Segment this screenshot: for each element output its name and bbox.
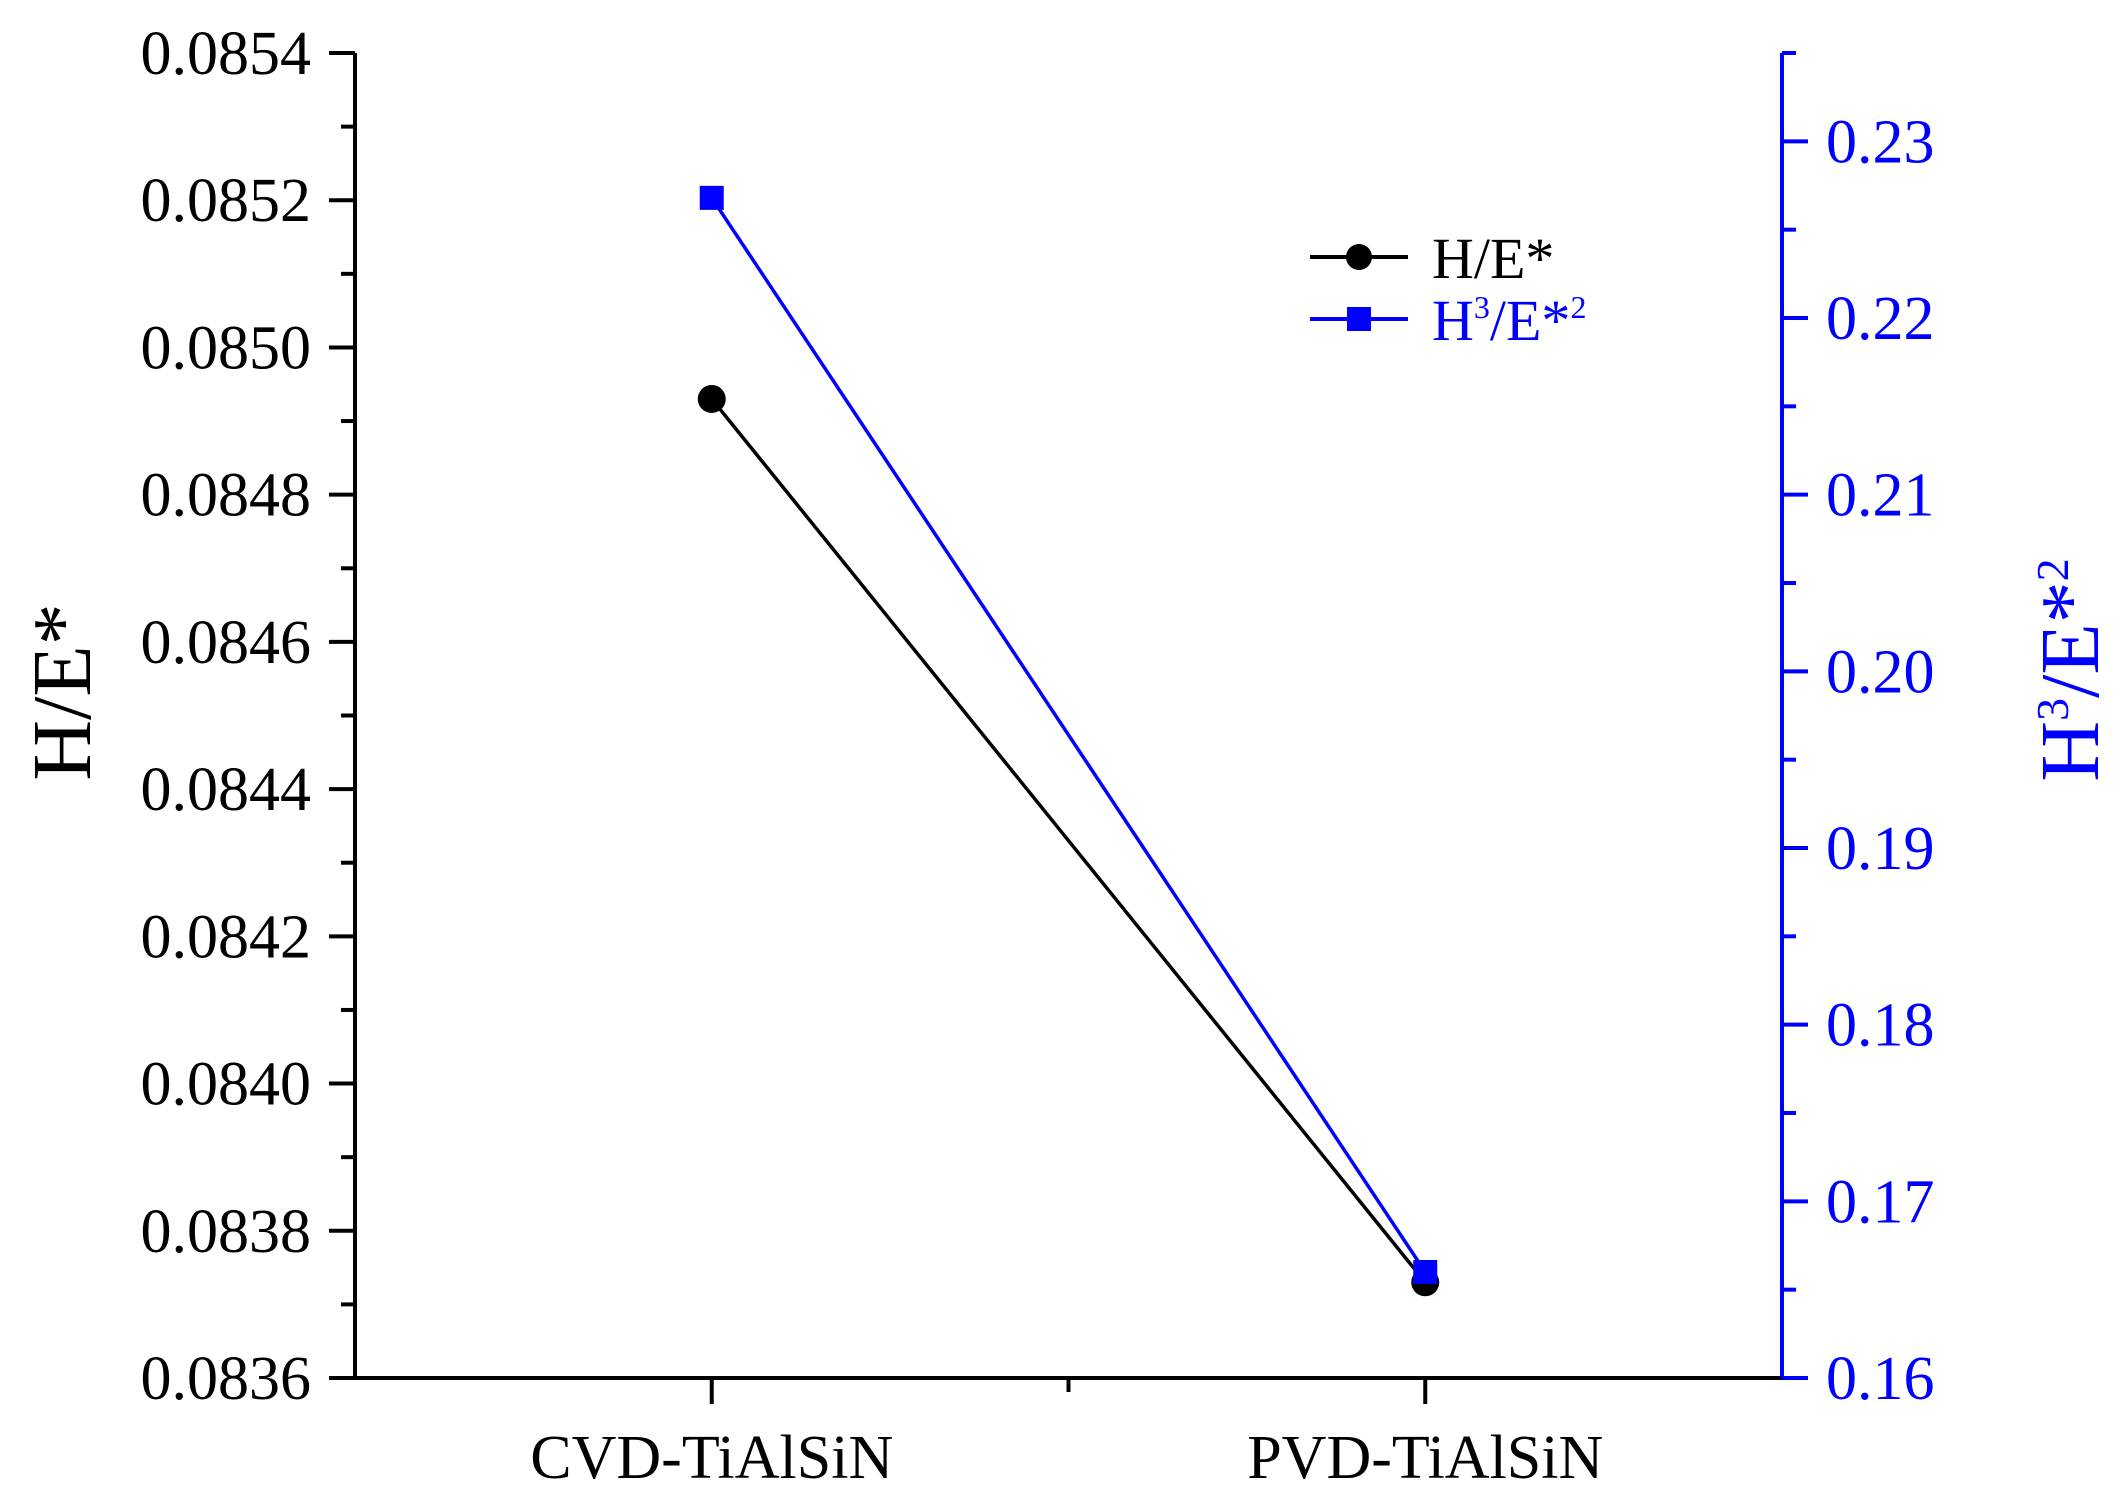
series-line-0 <box>710 397 1427 1284</box>
left-tick-label: 0.0850 <box>141 314 312 382</box>
left-tick-label: 0.0836 <box>141 1345 312 1413</box>
right-tick-label: 0.19 <box>1826 815 1935 883</box>
right-axis-ticks: 0.16 0.17 0.18 0.19 0.20 0.21 0.22 0.23 <box>1782 51 1935 1413</box>
series-0-point-0 <box>697 384 726 413</box>
legend-marker-he <box>1346 244 1372 270</box>
left-tick-label: 0.0846 <box>141 609 312 677</box>
left-tick-label: 0.0838 <box>141 1198 312 1266</box>
left-axis-ticks: 0.0836 0.0838 0.0840 0.0842 0.0844 0.0846 0.08… <box>141 20 355 1413</box>
x-category-label: CVD-TiAlSiN <box>530 1424 893 1492</box>
left-tick-label: 0.0854 <box>141 20 312 88</box>
left-axis-title: H/E* <box>16 603 109 780</box>
series-line-1 <box>710 196 1427 1273</box>
legend-label-h3e2: H3/E*2 <box>1432 288 1586 353</box>
x-category-label: PVD-TiAlSiN <box>1247 1424 1603 1492</box>
right-tick-label: 0.20 <box>1826 638 1935 706</box>
left-tick-label: 0.0842 <box>141 903 312 971</box>
right-axis-title: H3/E*2 <box>2024 558 2117 781</box>
right-tick-label: 0.18 <box>1826 992 1935 1060</box>
right-tick-label: 0.22 <box>1826 285 1935 353</box>
series-1-point-0 <box>699 185 724 210</box>
left-tick-label: 0.0840 <box>141 1051 312 1119</box>
right-tick-label: 0.16 <box>1826 1345 1935 1413</box>
series-lines <box>710 196 1427 1284</box>
series-1-point-1 <box>1413 1260 1438 1284</box>
legend-marker-h3e2 <box>1347 307 1371 331</box>
legend: H/E* H3/E*2 <box>1310 226 1586 353</box>
left-tick-label: 0.0848 <box>141 462 312 530</box>
right-tick-label: 0.17 <box>1826 1168 1935 1236</box>
axes <box>353 53 1784 1380</box>
left-tick-label: 0.0852 <box>141 167 312 235</box>
left-tick-label: 0.0844 <box>141 756 312 824</box>
right-tick-label: 0.23 <box>1826 108 1935 176</box>
x-axis-ticks: CVD-TiAlSiN PVD-TiAlSiN <box>530 1378 1603 1492</box>
right-tick-label: 0.21 <box>1826 462 1935 530</box>
legend-label-he: H/E* <box>1432 226 1554 291</box>
series-markers <box>697 185 1440 1297</box>
